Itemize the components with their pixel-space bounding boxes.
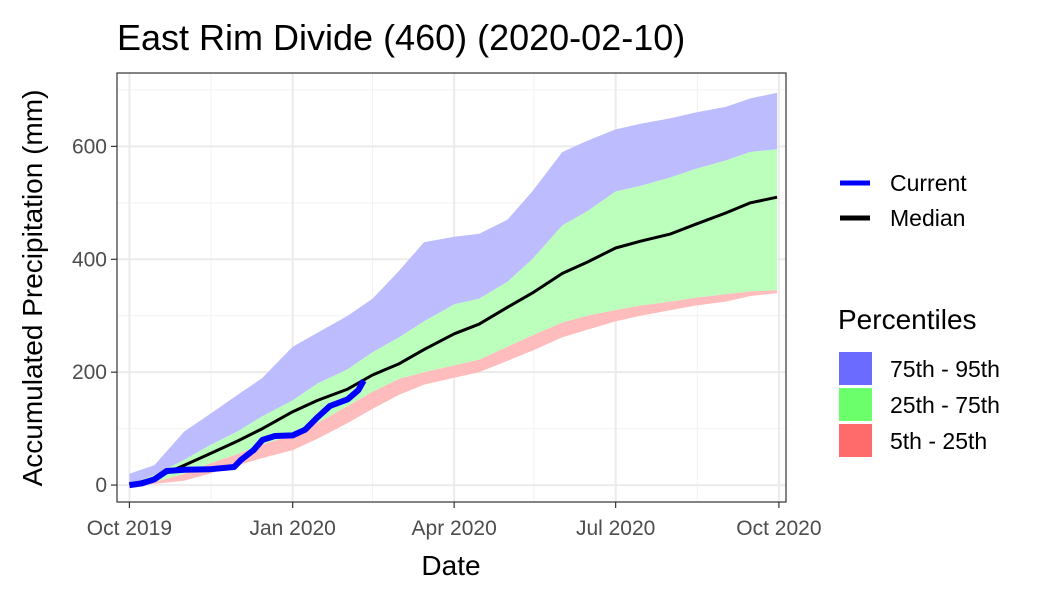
legend-label-current: Current bbox=[890, 170, 967, 196]
plot-panel-border bbox=[116, 72, 787, 503]
legend-label-75-95: 75th - 95th bbox=[890, 356, 1000, 382]
x-axis-title: Date bbox=[421, 550, 480, 581]
band-75-95 bbox=[129, 92, 778, 486]
x-tick-label: Apr 2020 bbox=[412, 517, 497, 540]
x-tick-label: Jul 2020 bbox=[576, 517, 655, 540]
legend-label-5-25: 5th - 25th bbox=[890, 428, 987, 454]
legend-swatch-25-75 bbox=[839, 388, 872, 421]
current-series-line bbox=[128, 379, 367, 489]
legend-label-median: Median bbox=[890, 205, 965, 231]
x-tick-label: Jan 2020 bbox=[249, 517, 335, 540]
band-25-75 bbox=[129, 149, 778, 486]
x-axis-ticks: Oct 2019 Jan 2020 Apr 2020 Jul 2020 Oct 2020 bbox=[87, 502, 822, 540]
y-tick-label: 600 bbox=[72, 135, 107, 158]
legend-title-percentiles: Percentiles bbox=[838, 304, 977, 335]
x-tick-label: Oct 2020 bbox=[736, 517, 821, 540]
y-tick-label: 200 bbox=[72, 361, 107, 384]
median-series-line bbox=[129, 195, 778, 487]
legend-label-25-75: 25th - 75th bbox=[890, 392, 1000, 418]
legend-swatch-75-95 bbox=[839, 352, 872, 385]
x-tick-label: Oct 2019 bbox=[87, 517, 172, 540]
y-axis-title: Accumulated Precipitation (mm) bbox=[17, 90, 48, 487]
legend: Current Median Percentiles 75th - 95th 2… bbox=[838, 170, 1000, 457]
y-axis-ticks: 0 200 400 600 bbox=[72, 135, 117, 497]
y-tick-label: 0 bbox=[95, 474, 107, 497]
legend-swatch-5-25 bbox=[839, 424, 872, 457]
chart-title: East Rim Divide (460) (2020-02-10) bbox=[117, 17, 685, 58]
y-tick-label: 400 bbox=[72, 248, 107, 271]
series-lines bbox=[128, 195, 778, 489]
